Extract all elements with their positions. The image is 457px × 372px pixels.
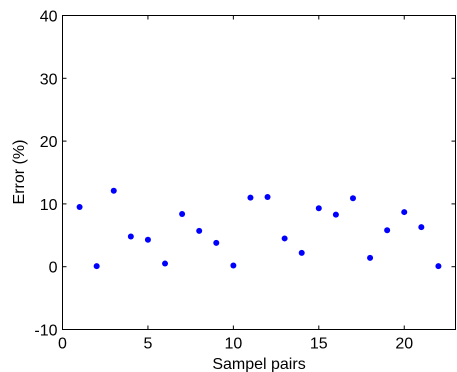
data-point [213,239,220,246]
x-tick-label: 5 [143,336,152,353]
data-points [76,187,442,270]
x-tick-label: 15 [310,336,328,353]
data-point [162,260,169,267]
plot-area-frame [62,15,456,330]
data-point [332,211,339,218]
y-tick-label: 30 [40,71,58,88]
data-point [315,205,322,212]
data-point [349,195,356,202]
y-tick-label: 40 [40,9,58,26]
y-tick-label: 20 [40,134,58,151]
data-point [298,249,305,256]
x-tick-label: 0 [58,336,67,353]
data-point [401,209,408,216]
data-point [367,254,374,261]
data-point [196,227,203,234]
data-point [230,262,237,269]
y-tick-label: -10 [34,323,57,340]
x-axis-title: Sampel pairs [212,356,305,372]
data-point [264,193,271,200]
x-tick-label: 10 [224,336,242,353]
y-axis-title: Error (%) [11,140,28,205]
x-tick-label: 20 [395,336,413,353]
data-point [281,235,288,242]
data-point [93,263,100,270]
data-point [435,263,442,270]
y-tick-label: 0 [49,260,58,277]
data-point [127,233,134,240]
data-point [418,224,425,231]
data-point [110,187,117,194]
y-tick-label: 10 [40,197,58,214]
data-point [76,204,83,211]
data-point [144,236,151,243]
data-point [179,210,186,217]
data-point [247,194,254,201]
data-point [384,227,391,234]
